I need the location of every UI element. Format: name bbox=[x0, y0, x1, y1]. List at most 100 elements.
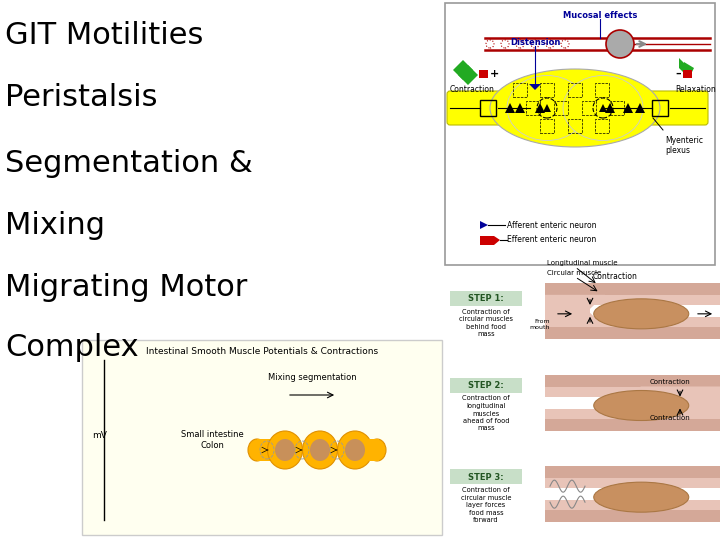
Ellipse shape bbox=[345, 439, 365, 461]
Polygon shape bbox=[623, 103, 633, 113]
Bar bbox=[545, 418, 720, 430]
Bar bbox=[526, 101, 540, 115]
Polygon shape bbox=[635, 103, 645, 113]
Text: Small intestine
Colon: Small intestine Colon bbox=[181, 430, 243, 450]
Text: Migrating Motor: Migrating Motor bbox=[5, 273, 248, 302]
Bar bbox=[479, 70, 488, 78]
Bar bbox=[683, 70, 692, 78]
Text: STEP 3:: STEP 3: bbox=[468, 472, 504, 482]
Text: Contraction of
circular muscle
layer forces
food mass
forward: Contraction of circular muscle layer for… bbox=[461, 487, 511, 523]
Polygon shape bbox=[515, 103, 525, 113]
Text: Distension: Distension bbox=[510, 38, 560, 47]
Bar bbox=[257, 439, 272, 461]
Text: Contraction: Contraction bbox=[649, 415, 690, 422]
Bar bbox=[450, 291, 522, 306]
Text: Mixing segmentation: Mixing segmentation bbox=[268, 373, 356, 382]
Bar bbox=[540, 119, 554, 133]
Bar bbox=[595, 83, 609, 97]
Bar bbox=[450, 469, 522, 484]
Bar bbox=[652, 100, 668, 116]
Text: Contraction: Contraction bbox=[593, 272, 638, 281]
Polygon shape bbox=[494, 236, 500, 245]
Bar bbox=[545, 478, 720, 488]
Text: +: + bbox=[490, 69, 499, 79]
Text: Mucosal effects: Mucosal effects bbox=[563, 11, 637, 20]
Ellipse shape bbox=[563, 76, 643, 140]
Text: Circular muscle: Circular muscle bbox=[547, 270, 601, 276]
Polygon shape bbox=[458, 65, 478, 85]
Ellipse shape bbox=[594, 390, 689, 421]
Bar bbox=[540, 83, 554, 97]
Text: Efferent enteric neuron: Efferent enteric neuron bbox=[507, 235, 596, 245]
Ellipse shape bbox=[248, 439, 266, 461]
Polygon shape bbox=[453, 60, 473, 80]
Text: Contraction of
circular muscles
behind food
mass: Contraction of circular muscles behind f… bbox=[459, 309, 513, 338]
Text: Relaxation: Relaxation bbox=[675, 85, 716, 94]
Polygon shape bbox=[684, 62, 694, 76]
Bar bbox=[545, 466, 720, 478]
Bar bbox=[545, 500, 720, 510]
Bar bbox=[450, 377, 522, 393]
Ellipse shape bbox=[275, 439, 295, 461]
Bar bbox=[610, 101, 624, 115]
Text: Contraction of
longitudinal
muscles
ahead of food
mass: Contraction of longitudinal muscles ahea… bbox=[462, 395, 510, 431]
Polygon shape bbox=[545, 295, 605, 327]
Text: Complex: Complex bbox=[5, 333, 139, 362]
Ellipse shape bbox=[594, 299, 689, 329]
Ellipse shape bbox=[594, 482, 689, 512]
Ellipse shape bbox=[310, 439, 330, 461]
Ellipse shape bbox=[490, 69, 660, 147]
Bar bbox=[545, 408, 720, 418]
Ellipse shape bbox=[268, 431, 302, 469]
Bar bbox=[568, 83, 582, 97]
Text: Segmentation &: Segmentation & bbox=[5, 149, 253, 178]
Polygon shape bbox=[529, 84, 541, 90]
Text: mV: mV bbox=[93, 430, 107, 440]
Bar bbox=[365, 439, 379, 461]
Text: Myenteric
plexus: Myenteric plexus bbox=[665, 136, 703, 156]
Bar bbox=[545, 375, 720, 387]
Bar bbox=[595, 119, 609, 133]
Ellipse shape bbox=[302, 431, 338, 469]
Text: Mixing: Mixing bbox=[5, 211, 105, 240]
Text: STEP 1:: STEP 1: bbox=[468, 294, 504, 303]
Polygon shape bbox=[640, 387, 720, 418]
Bar bbox=[480, 236, 494, 245]
FancyBboxPatch shape bbox=[447, 91, 523, 125]
Bar bbox=[545, 317, 720, 327]
Polygon shape bbox=[605, 103, 615, 113]
Bar bbox=[82, 340, 442, 535]
Bar bbox=[513, 83, 527, 97]
Polygon shape bbox=[679, 58, 689, 78]
Bar bbox=[545, 387, 720, 396]
Bar bbox=[545, 510, 720, 522]
Bar bbox=[445, 3, 715, 265]
Text: –: – bbox=[675, 69, 680, 79]
Bar bbox=[545, 295, 720, 305]
Bar bbox=[545, 327, 720, 339]
Polygon shape bbox=[599, 104, 607, 112]
Text: Peristalsis: Peristalsis bbox=[5, 83, 158, 112]
Bar bbox=[554, 101, 568, 115]
Ellipse shape bbox=[368, 439, 386, 461]
Text: STEP 2:: STEP 2: bbox=[468, 381, 504, 390]
Circle shape bbox=[606, 30, 634, 58]
Bar bbox=[480, 100, 496, 116]
Text: Afferent enteric neuron: Afferent enteric neuron bbox=[507, 220, 596, 230]
Text: Contraction: Contraction bbox=[450, 85, 495, 94]
Bar bbox=[545, 283, 720, 295]
Polygon shape bbox=[535, 103, 545, 113]
Polygon shape bbox=[480, 221, 488, 229]
Polygon shape bbox=[505, 103, 515, 113]
Text: From
mouth: From mouth bbox=[529, 319, 550, 329]
Text: GIT Motilities: GIT Motilities bbox=[5, 21, 203, 50]
Text: Longitudinal muscle: Longitudinal muscle bbox=[547, 260, 618, 266]
Text: Intestinal Smooth Muscle Potentials & Contractions: Intestinal Smooth Muscle Potentials & Co… bbox=[146, 347, 378, 356]
Text: Contraction: Contraction bbox=[649, 380, 690, 386]
Polygon shape bbox=[543, 104, 551, 112]
Ellipse shape bbox=[507, 76, 587, 140]
FancyBboxPatch shape bbox=[637, 91, 708, 125]
Bar bbox=[568, 119, 582, 133]
Ellipse shape bbox=[338, 431, 372, 469]
Bar bbox=[582, 101, 596, 115]
